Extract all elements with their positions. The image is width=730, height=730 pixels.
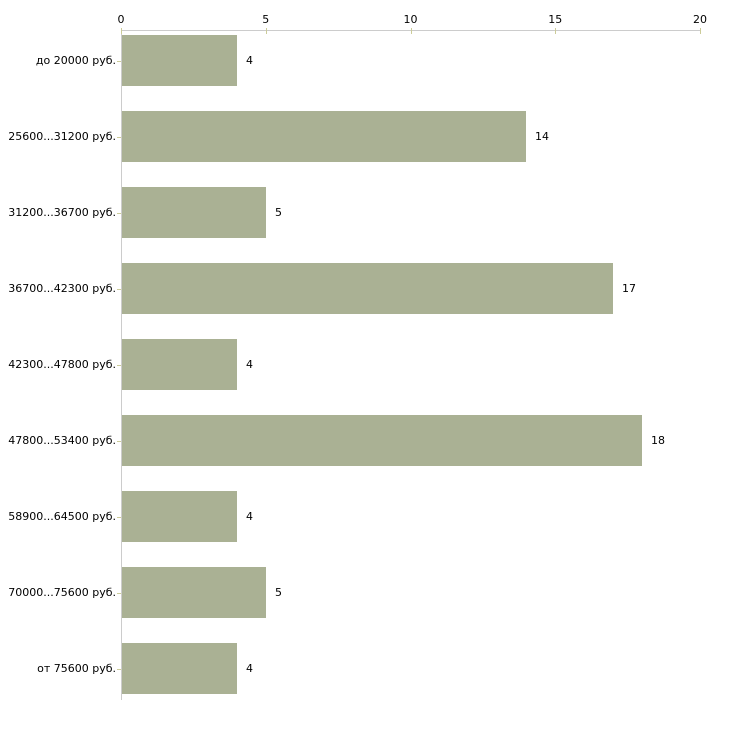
y-axis-line (121, 30, 122, 700)
bar (122, 263, 613, 314)
category-label: 70000...75600 руб. (8, 586, 116, 599)
y-tick-mark (117, 213, 121, 214)
category-label: 42300...47800 руб. (8, 358, 116, 371)
category-label: до 20000 руб. (35, 54, 116, 67)
category-label: от 75600 руб. (37, 662, 116, 675)
x-tick-mark (700, 28, 701, 34)
y-tick-mark (117, 441, 121, 442)
value-label: 18 (651, 434, 665, 447)
category-label: 47800...53400 руб. (8, 434, 116, 447)
bar (122, 567, 266, 618)
category-label: 25600...31200 руб. (8, 130, 116, 143)
category-label: 58900...64500 руб. (8, 510, 116, 523)
x-tick-label: 5 (262, 13, 270, 26)
x-tick-mark (121, 28, 122, 34)
y-tick-mark (117, 365, 121, 366)
bar (122, 35, 237, 86)
y-tick-mark (117, 289, 121, 290)
value-label: 4 (246, 510, 253, 523)
value-label: 14 (535, 130, 549, 143)
bar (122, 339, 237, 390)
value-label: 5 (275, 586, 282, 599)
y-tick-mark (117, 593, 121, 594)
bar (122, 415, 642, 466)
y-tick-mark (117, 669, 121, 670)
x-tick-mark (410, 28, 412, 34)
x-tick-label: 20 (693, 13, 707, 26)
x-tick-label: 0 (117, 13, 125, 26)
value-label: 4 (246, 662, 253, 675)
y-tick-mark (117, 517, 121, 518)
y-tick-mark (117, 61, 121, 62)
x-tick-mark (555, 28, 557, 34)
bar (122, 491, 237, 542)
value-label: 17 (622, 282, 636, 295)
value-label: 4 (246, 358, 253, 371)
category-label: 36700...42300 руб. (8, 282, 116, 295)
x-tick-label: 10 (403, 13, 418, 26)
x-tick-label: 15 (548, 13, 563, 26)
value-label: 4 (246, 54, 253, 67)
bar (122, 111, 526, 162)
value-label: 5 (275, 206, 282, 219)
bar (122, 187, 266, 238)
bar (122, 643, 237, 694)
x-tick-mark (265, 28, 267, 34)
y-tick-mark (117, 137, 121, 138)
category-label: 31200...36700 руб. (8, 206, 116, 219)
